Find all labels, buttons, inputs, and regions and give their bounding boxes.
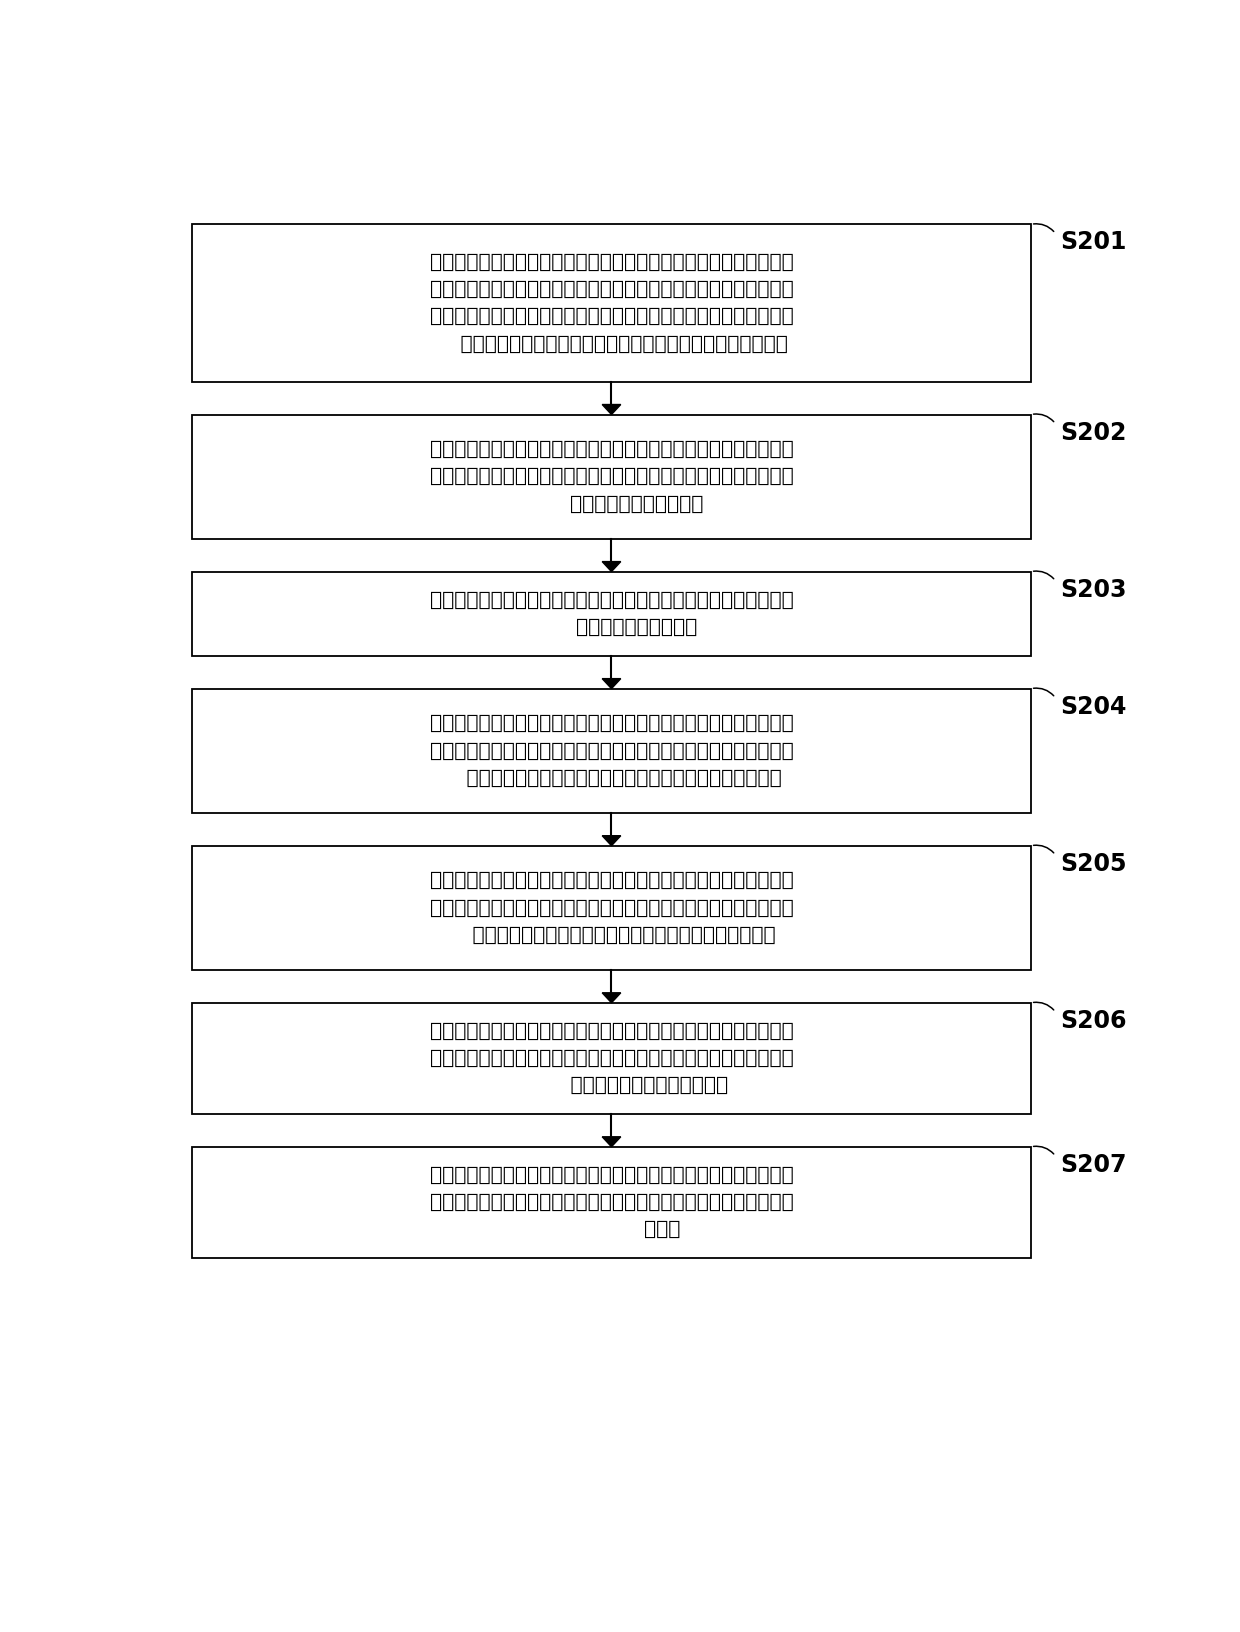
Text: S205: S205 bbox=[1060, 852, 1127, 876]
Bar bbox=[192, 1147, 1030, 1258]
Text: 当驱动系统工作时，整车控制器根据驾驶员的意图，以及当前动力电
池、驱动电机的运行状态，确定整车的动力性能需求，电机控制接收
转速和扭矩指令并进行解析，输出预设频: 当驱动系统工作时，整车控制器根据驾驶员的意图，以及当前动力电 池、驱动电机的运行… bbox=[429, 253, 794, 354]
Bar bbox=[192, 224, 1030, 382]
Bar bbox=[192, 1002, 1030, 1115]
Polygon shape bbox=[603, 561, 621, 571]
Text: 当上装系统处于发动机驱动模式时，若动力电池的剩余电量大于第三
设定值，且小于第二设定值时，自动离合器处于结合状态，发电机空
            转，增程器系: 当上装系统处于发动机驱动模式时，若动力电池的剩余电量大于第三 设定值，且小于第二… bbox=[429, 1022, 794, 1095]
Text: 当上装系统不工作时，上装系统处于卸荷状态，增程器系统处于发电
模式时，自动离合器结合，发电机处于发电状态，与动力电池并联，
        为整车驱动系统提供电: 当上装系统不工作时，上装系统处于卸荷状态，增程器系统处于发电 模式时，自动离合器… bbox=[429, 441, 794, 514]
Bar bbox=[192, 415, 1030, 539]
Polygon shape bbox=[603, 405, 621, 415]
Text: 当上装系统处于并联驱动模式时，若动力电池的剩余电量大于第二设
定值，且小于第一设定值时，自动离合器处于结合状态，发动机和发
    电机共同驱动，增程器系统可提: 当上装系统处于并联驱动模式时，若动力电池的剩余电量大于第二设 定值，且小于第一设… bbox=[429, 871, 794, 945]
Text: S202: S202 bbox=[1060, 421, 1127, 444]
Text: 当上装系统处于发电驱动模式时，若动力电池的剩余电量小于第三设
定值时，自动离合器闭合，发电机处于发电状态，增程器系统驱动上
                装系: 当上装系统处于发电驱动模式时，若动力电池的剩余电量小于第三设 定值时，自动离合器… bbox=[429, 1165, 794, 1239]
Text: S206: S206 bbox=[1060, 1009, 1127, 1033]
Text: S204: S204 bbox=[1060, 695, 1127, 718]
Bar bbox=[192, 845, 1030, 971]
Text: S207: S207 bbox=[1060, 1152, 1127, 1177]
Text: S203: S203 bbox=[1060, 578, 1127, 602]
Bar bbox=[192, 689, 1030, 813]
Polygon shape bbox=[603, 1138, 621, 1147]
Text: 当上装系统工作时，增程器系统的输出轴驱动上装系统，产生液压力
        ，为上装系统提供动力: 当上装系统工作时，增程器系统的输出轴驱动上装系统，产生液压力 ，为上装系统提供动… bbox=[429, 591, 794, 636]
Text: 当上装系统处于纯电动驱动模式时，若动力电池的剩余电量大于第一
设定值，则整车控制通过控制自动离合器控制器，使得自动离合器处
    于分离状态，发电机驱动上装系: 当上装系统处于纯电动驱动模式时，若动力电池的剩余电量大于第一 设定值，则整车控制… bbox=[429, 715, 794, 788]
Polygon shape bbox=[603, 836, 621, 845]
Text: S201: S201 bbox=[1060, 230, 1127, 255]
Polygon shape bbox=[603, 992, 621, 1002]
Polygon shape bbox=[603, 679, 621, 689]
Bar bbox=[192, 571, 1030, 656]
